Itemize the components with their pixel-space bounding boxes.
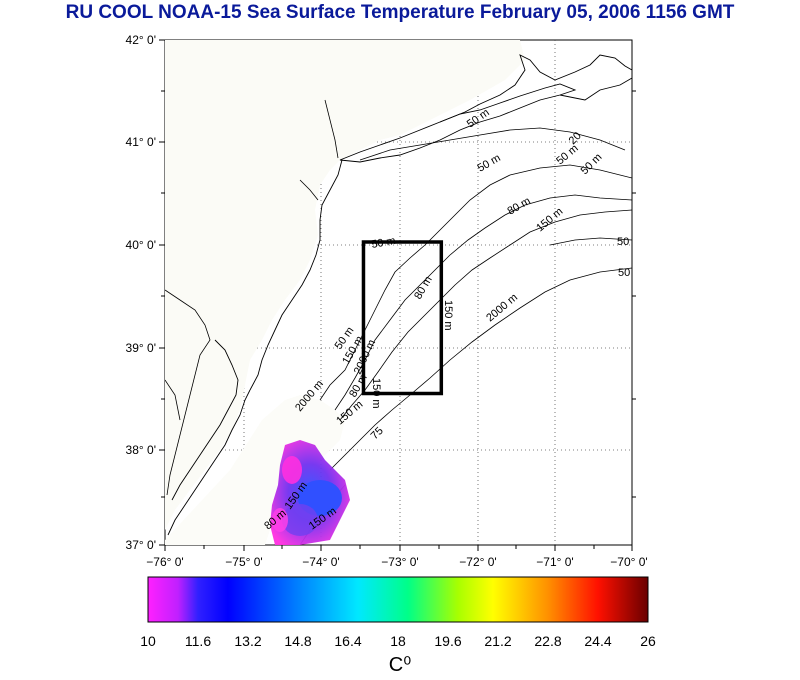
- contour-150m: [339, 209, 632, 421]
- lat-tick-label: 41° 0': [126, 135, 156, 149]
- colorbar-tick-labels: 10 11.6 13.2 14.8 16.4 18 19.6 21.2 22.8 24.4 26: [140, 633, 656, 649]
- contour-label: 150 m: [442, 300, 454, 331]
- sst-data-patch: [270, 440, 350, 545]
- colorbar-tick-label: 26: [640, 633, 656, 649]
- land-mass-south: [165, 395, 345, 545]
- coastline-delmarva: [167, 339, 251, 536]
- coastline-long-island: [339, 83, 577, 163]
- colorbar-tick-label: 13.2: [234, 633, 261, 649]
- colorbar-tick-label: 22.8: [534, 633, 561, 649]
- lon-tick-label: −76° 0': [146, 555, 183, 569]
- lat-tick-label: 42° 0': [126, 33, 156, 47]
- colorbar-tick-label: 14.8: [284, 633, 311, 649]
- lon-tick-label: −71° 0': [536, 555, 573, 569]
- colorbar-tick-label: 19.6: [434, 633, 461, 649]
- contour-50m: [319, 127, 632, 401]
- lat-tick-label: 38° 0': [126, 443, 156, 457]
- colorbar-tick-label: 21.2: [484, 633, 511, 649]
- lon-tick-label: −73° 0': [381, 555, 418, 569]
- map-title: RU COOL NOAA-15 Sea Surface Temperature …: [65, 2, 735, 23]
- lon-tick-label: −70° 0': [610, 555, 647, 569]
- lat-tick-label: 39° 0': [126, 341, 156, 355]
- colorbar-tick-label: 24.4: [584, 633, 611, 649]
- contour-label: 50 m: [617, 236, 641, 248]
- lon-tick-label: −74° 0': [302, 555, 339, 569]
- coastline-new-jersey: [249, 159, 343, 391]
- lat-tick-label: 37° 0': [126, 538, 156, 552]
- colorbar-unit-label: C⁰: [388, 654, 412, 676]
- contour-2000m: [329, 267, 632, 471]
- contour-label: 50 m: [618, 267, 642, 279]
- longitude-tick-labels: −76° 0' −75° 0' −74° 0' −73° 0' −72° 0' …: [146, 555, 647, 569]
- lon-tick-label: −75° 0': [225, 555, 262, 569]
- colorbar-tick-label: 10: [140, 633, 156, 649]
- lat-tick-label: 40° 0': [126, 238, 156, 252]
- latitude-tick-labels: 42° 0' 41° 0' 40° 0' 39° 0' 38° 0' 37° 0…: [126, 33, 156, 552]
- coastline-new-england: [439, 54, 632, 123]
- colorbar-tick-label: 18: [390, 633, 406, 649]
- colorbar-tick-label: 11.6: [185, 633, 211, 649]
- land-mass: [165, 40, 525, 530]
- study-area-box: [361, 240, 444, 396]
- colorbar-tick-label: 16.4: [334, 633, 361, 649]
- axis-ticks: [159, 39, 636, 551]
- coastline-chesapeake: [165, 289, 211, 496]
- colorbar: [147, 576, 649, 623]
- lon-tick-label: −72° 0': [459, 555, 496, 569]
- coastline-hudson: [299, 99, 339, 201]
